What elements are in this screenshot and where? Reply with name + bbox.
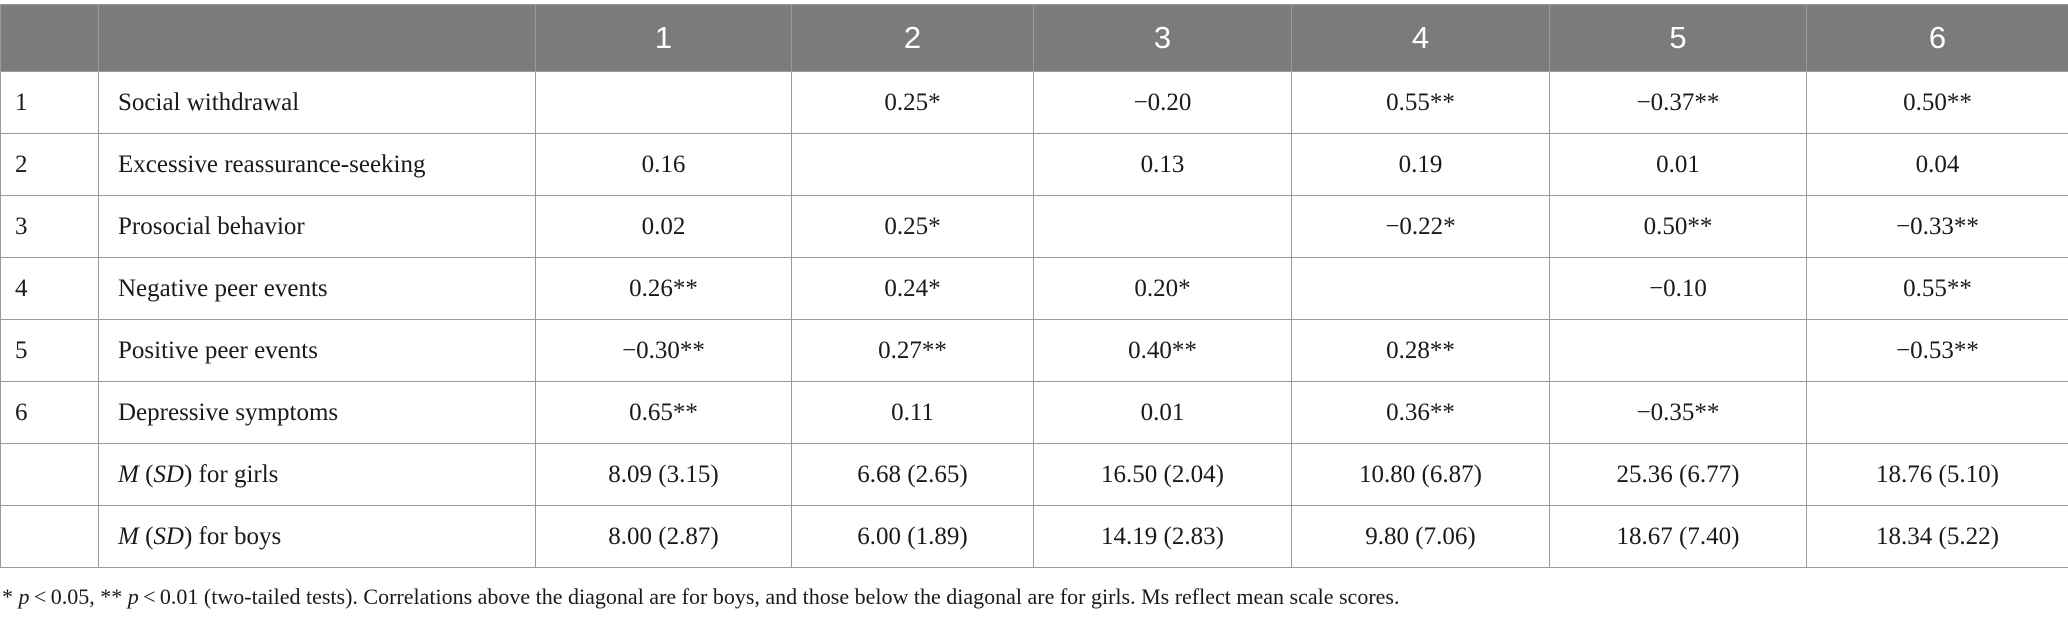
- correlation-cell: [1549, 319, 1807, 382]
- table-row: 3 Prosocial behavior 0.02 0.25* −0.22* 0.50**…: [0, 195, 2068, 258]
- variable-label: Social withdrawal: [98, 71, 536, 134]
- summary-label-part: (: [138, 460, 154, 488]
- correlation-cell: 0.27**: [791, 319, 1034, 382]
- correlation-cell: 0.50**: [1549, 195, 1807, 258]
- correlation-cell: 0.50**: [1806, 71, 2068, 134]
- table-footnote: * p < 0.05, ** p < 0.01 (two-tailed test…: [2, 584, 1399, 610]
- mean-sd-cell: 8.00 (2.87): [535, 505, 792, 568]
- row-number: 2: [0, 133, 99, 196]
- correlation-cell: −0.10: [1549, 257, 1807, 320]
- table-row: 5 Positive peer events −0.30** 0.27** 0.40**…: [0, 319, 2068, 382]
- variable-label: Positive peer events: [98, 319, 536, 382]
- summary-row: M (SD) for boys 8.00 (2.87) 6.00 (1.89) 14.…: [0, 505, 2068, 568]
- mean-sd-cell: 9.80 (7.06): [1291, 505, 1550, 568]
- correlation-cell: 0.28**: [1291, 319, 1550, 382]
- row-number: 3: [0, 195, 99, 258]
- row-number: 4: [0, 257, 99, 320]
- correlation-cell: −0.37**: [1549, 71, 1807, 134]
- column-header: 4: [1291, 4, 1550, 72]
- correlation-cell: 0.25*: [791, 71, 1034, 134]
- correlation-cell: −0.35**: [1549, 381, 1807, 444]
- column-header: 1: [535, 4, 792, 72]
- summary-row: M (SD) for girls 8.09 (3.15) 6.68 (2.65) 16…: [0, 443, 2068, 506]
- footnote-p-symbol: p: [127, 584, 139, 609]
- correlation-cell: 0.65**: [535, 381, 792, 444]
- correlation-cell: 0.55**: [1806, 257, 2068, 320]
- row-number: 6: [0, 381, 99, 444]
- summary-label-part: ) for boys: [183, 522, 282, 550]
- correlation-cell: −0.30**: [535, 319, 792, 382]
- correlation-cell: [1033, 195, 1292, 258]
- correlation-cell: 0.02: [535, 195, 792, 258]
- correlation-cell: [791, 133, 1034, 196]
- column-header: [98, 4, 536, 72]
- sd-symbol: SD: [153, 522, 184, 550]
- correlation-cell: 0.01: [1033, 381, 1292, 444]
- correlation-cell: −0.22*: [1291, 195, 1550, 258]
- table-row: 2 Excessive reassurance-seeking 0.16 0.13 0.…: [0, 133, 2068, 196]
- mean-symbol: M: [118, 460, 139, 488]
- correlation-cell: [1806, 381, 2068, 444]
- mean-sd-cell: 25.36 (6.77): [1549, 443, 1807, 506]
- variable-label: Excessive reassurance-seeking: [98, 133, 536, 196]
- footnote-stars: *: [2, 584, 19, 609]
- column-header: 3: [1033, 4, 1292, 72]
- mean-sd-cell: 6.68 (2.65): [791, 443, 1034, 506]
- row-number: [0, 505, 99, 568]
- mean-sd-cell: 6.00 (1.89): [791, 505, 1034, 568]
- column-header: [0, 4, 99, 72]
- correlation-cell: 0.26**: [535, 257, 792, 320]
- table-body: 1 Social withdrawal 0.25* −0.20 0.55** −0.37*…: [0, 71, 2068, 568]
- variable-label: Prosocial behavior: [98, 195, 536, 258]
- column-header: 5: [1549, 4, 1807, 72]
- mean-sd-cell: 14.19 (2.83): [1033, 505, 1292, 568]
- correlation-cell: 0.11: [791, 381, 1034, 444]
- table-row: 6 Depressive symptoms 0.65** 0.11 0.01 0.36**…: [0, 381, 2068, 444]
- correlation-cell: −0.33**: [1806, 195, 2068, 258]
- mean-sd-cell: 10.80 (6.87): [1291, 443, 1550, 506]
- mean-symbol: M: [118, 522, 139, 550]
- correlation-cell: 0.25*: [791, 195, 1034, 258]
- footnote-text: < 0.01 (two-tailed tests). Correlations …: [138, 584, 1400, 609]
- row-number: 5: [0, 319, 99, 382]
- column-header: 2: [791, 4, 1034, 72]
- footnote-p-symbol: p: [18, 584, 30, 609]
- table-row: 4 Negative peer events 0.26** 0.24* 0.20* −0.…: [0, 257, 2068, 320]
- correlation-cell: 0.36**: [1291, 381, 1550, 444]
- table-row: 1 Social withdrawal 0.25* −0.20 0.55** −0.37*…: [0, 71, 2068, 134]
- correlation-cell: 0.01: [1549, 133, 1807, 196]
- correlation-cell: [1291, 257, 1550, 320]
- correlation-cell: 0.55**: [1291, 71, 1550, 134]
- correlation-cell: 0.40**: [1033, 319, 1292, 382]
- variable-label: Depressive symptoms: [98, 381, 536, 444]
- correlation-cell: 0.19: [1291, 133, 1550, 196]
- correlation-cell: 0.16: [535, 133, 792, 196]
- mean-sd-cell: 18.76 (5.10): [1806, 443, 2068, 506]
- mean-sd-cell: 18.34 (5.22): [1806, 505, 2068, 568]
- correlation-cell: 0.04: [1806, 133, 2068, 196]
- summary-label: M (SD) for girls: [98, 443, 536, 506]
- correlation-cell: 0.13: [1033, 133, 1292, 196]
- mean-sd-cell: 18.67 (7.40): [1549, 505, 1807, 568]
- column-header: 6: [1806, 4, 2068, 72]
- mean-sd-cell: 16.50 (2.04): [1033, 443, 1292, 506]
- correlation-cell: −0.20: [1033, 71, 1292, 134]
- variable-label: Negative peer events: [98, 257, 536, 320]
- summary-label-part: ) for girls: [183, 460, 279, 488]
- correlation-cell: −0.53**: [1806, 319, 2068, 382]
- row-number: [0, 443, 99, 506]
- summary-label: M (SD) for boys: [98, 505, 536, 568]
- sd-symbol: SD: [153, 460, 184, 488]
- row-number: 1: [0, 71, 99, 134]
- summary-label-part: (: [138, 522, 154, 550]
- correlation-cell: 0.20*: [1033, 257, 1292, 320]
- correlation-cell: 0.24*: [791, 257, 1034, 320]
- mean-sd-cell: 8.09 (3.15): [535, 443, 792, 506]
- footnote-threshold-1: < 0.05, **: [29, 584, 128, 609]
- correlation-cell: [535, 71, 792, 134]
